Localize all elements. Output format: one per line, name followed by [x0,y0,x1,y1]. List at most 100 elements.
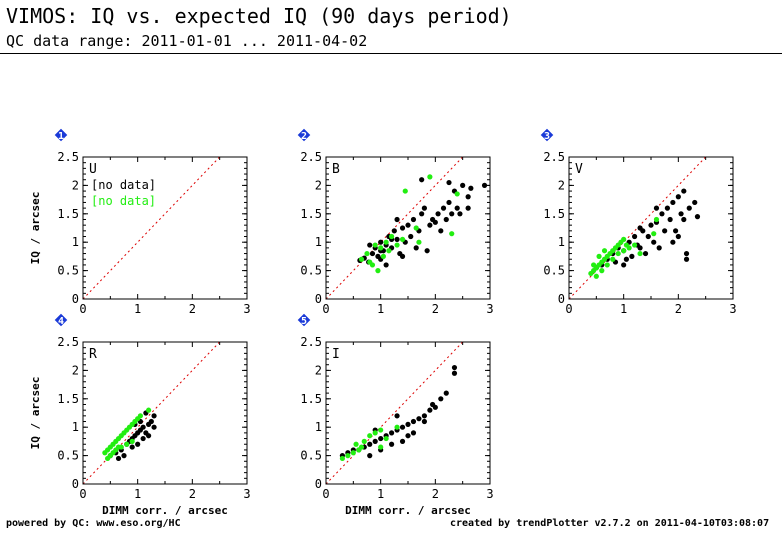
x-tick-label: 3 [486,487,493,501]
point-black [681,216,687,223]
point-black [651,239,657,245]
point-black [675,233,681,240]
point-black [440,205,447,211]
y-tick-label: 2 [558,178,565,192]
point-green [358,256,365,262]
y-tick-label: 0 [315,292,322,306]
point-black [681,188,687,194]
x-tick-label: 0 [322,302,329,316]
point-black [389,441,395,447]
point-green [653,216,660,223]
y-tick-label: 2.5 [543,150,565,164]
y-tick-label: 2.5 [57,335,79,349]
point-green [383,435,389,442]
point-black [678,211,684,217]
point-black [670,199,676,206]
y-tick-label: 1.5 [57,392,79,406]
point-black [148,418,154,425]
point-green [626,245,632,251]
point-green [637,250,643,257]
y-tick-label: 2.5 [57,150,79,164]
point-black [675,194,681,200]
no-data-note: [no data] [91,178,156,192]
point-black [664,205,671,211]
x-tick-label: 3 [486,302,493,316]
point-black [419,211,425,217]
x-tick-label: 1 [377,302,384,316]
panel-badge-number: 1 [58,131,64,142]
point-black [683,256,690,262]
plot-frame [325,341,491,485]
point-green [604,262,610,268]
y-tick-label: 2 [315,363,322,377]
point-green [389,233,395,240]
x-tick-label: 2 [189,487,196,501]
y-tick-label: 1 [72,420,79,434]
point-green [621,236,627,242]
x-tick-label: 3 [243,302,250,316]
point-green [129,438,135,444]
point-green [375,268,381,274]
point-black [435,211,441,217]
y-tick-label: 2 [72,178,79,192]
point-black [629,253,635,259]
point-green [110,450,116,456]
point-black [372,438,378,444]
x-axis-label: DIMM corr. / arcsec [102,504,228,515]
point-black [683,250,690,257]
point-black [438,228,444,234]
panel-badge-number: 4 [58,316,64,327]
point-black [451,364,458,371]
point-black [692,199,698,206]
point-black [389,430,395,436]
point-black [670,239,676,245]
point-green [454,191,460,197]
point-black [432,219,438,225]
y-axis-label: IQ / arcsec [29,192,42,265]
plot-frame [325,156,491,300]
point-black [443,216,449,223]
point-green [610,256,616,262]
point-black [454,205,460,211]
point-green [399,236,406,242]
plot-frame [82,341,248,485]
reference-line [325,156,464,300]
point-green [378,245,384,251]
y-tick-label: 0.5 [300,449,322,463]
point-black [399,438,406,444]
point-black [399,253,406,259]
point-black [410,216,417,223]
point-black [410,430,417,436]
point-green [651,231,657,237]
title-divider [0,53,782,54]
point-black [694,214,701,220]
reference-line [568,156,707,300]
point-green [621,248,627,254]
point-green [369,262,376,268]
y-tick-label: 1.5 [543,207,565,221]
point-green [137,413,143,419]
chart-panel-5: 5 0 1 2 3 0 0.5 1 1.5 2 2.5 DIMM corr. / arcsec I [296,312,494,515]
page-subtitle: QC data range: 2011-01-01 ... 2011-04-02 [6,32,368,50]
point-green [394,424,400,430]
point-black [673,228,679,234]
panel-badge [296,312,312,328]
x-tick-label: 0 [565,302,572,316]
x-tick-label: 2 [432,302,439,316]
point-black [446,199,452,206]
panel-badge [53,312,69,328]
point-green [378,444,384,450]
point-black [151,424,157,430]
point-black [408,233,414,240]
point-black [446,179,452,186]
point-green [394,242,400,248]
point-black [399,225,406,231]
y-tick-label: 1 [558,235,565,249]
y-tick-label: 0 [72,477,79,491]
y-tick-label: 1 [315,235,322,249]
x-tick-label: 0 [322,487,329,501]
x-axis-label: DIMM corr. / arcsec [345,504,471,515]
point-black [413,245,419,251]
point-green [380,253,386,259]
